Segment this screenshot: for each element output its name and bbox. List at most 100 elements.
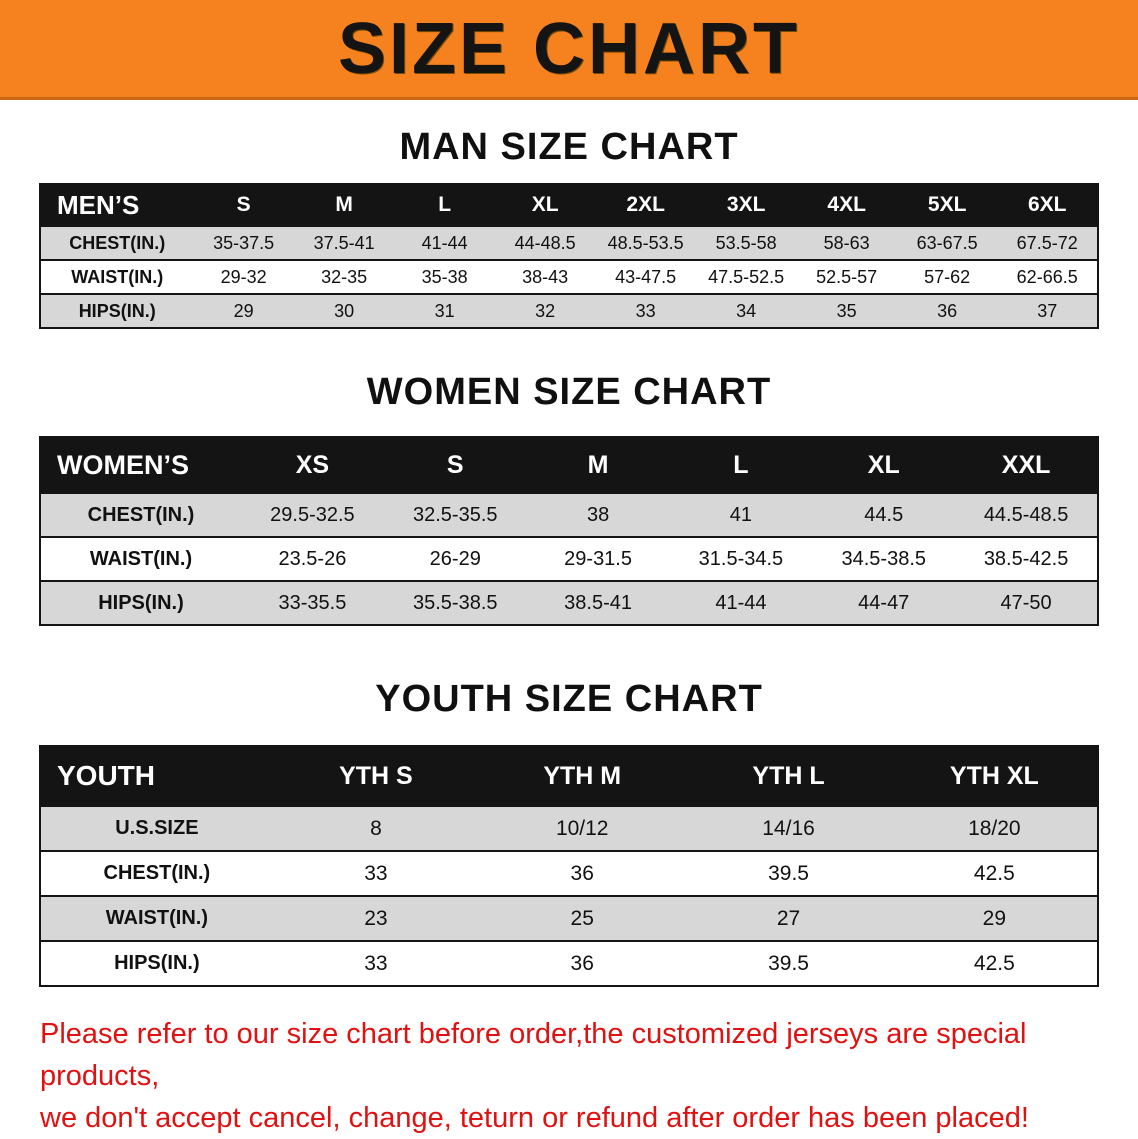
table-cell: 26-29 [429,547,481,570]
size-table: WOMEN’S XS S M L XL XXL CHEST(IN.) 29.5-32.5 32.5… [39,436,1099,626]
table-header-row: WOMEN’S XS S M L XL XXL [40,437,1098,493]
youth-section-heading: YOUTH SIZE CHART [375,678,763,720]
size-table: YOUTH YTH S YTH M YTH L YTH XL U.S.SIZE 8 10/12… [39,745,1099,987]
banner: SIZE CHART [0,0,1138,100]
women-section-heading: WOMEN SIZE CHART [366,371,772,413]
table-cell: 29-32 [220,266,267,287]
table-cell: 34 [736,300,757,321]
table-cell: 32 [535,300,556,321]
table-header-row: MEN’S S M L XL 2XL 3XL 4XL 5XL 6XL [40,184,1098,226]
table-corner-label: YOUTH [40,746,273,806]
table-cell: 39.5 [768,951,809,975]
table-row: WAIST(IN.) 29-32 32-35 35-38 38-43 43-47.5 47.… [40,260,1098,294]
table-cell: 63-67.5 [916,232,978,253]
table-cell: 44.5-48.5 [983,503,1069,526]
table-cell: 30 [334,300,355,321]
row-label: WAIST(IN.) [89,547,193,570]
table-cell: 58-63 [823,232,870,253]
table-row: CHEST(IN.) 29.5-32.5 32.5-35.5 38 41 44.5 44.5… [40,493,1098,537]
table-row: HIPS(IN.) 29 30 31 32 33 34 35 36 37 [40,294,1098,328]
table-cell: 23 [364,906,388,930]
table-cell: 36 [570,951,594,975]
row-label: HIPS(IN.) [98,591,184,614]
table-cell: 14/16 [762,816,815,840]
table-row: CHEST(IN.) 33 36 39.5 42.5 [40,851,1098,896]
table-cell: 8 [370,816,382,840]
table-cell: 36 [937,300,958,321]
table-cell: 33 [364,861,388,885]
table-cell: 52.5-57 [816,266,878,287]
row-label: CHEST(IN.) [69,232,166,253]
table-cell: 36 [570,861,594,885]
table-cell: 29 [233,300,254,321]
column-header: 4XL [796,184,897,226]
table-cell: 42.5 [973,861,1015,885]
row-label: CHEST(IN.) [103,862,211,884]
table-row: WAIST(IN.) 23 25 27 29 [40,896,1098,941]
table-cell: 47-50 [1000,591,1052,614]
table-cell: 44.5 [864,503,904,526]
table-cell: 35-38 [421,266,468,287]
table-cell: 47.5-52.5 [708,266,785,287]
row-label: WAIST(IN.) [71,266,164,287]
disclaimer-line-2: we don't accept cancel, change, teturn o… [40,1102,1029,1135]
table-cell: 35-37.5 [213,232,275,253]
table-cell: 29 [982,906,1007,930]
column-header: 2XL [595,184,696,226]
table-cell: 38 [586,503,610,526]
table-cell: 29-31.5 [564,547,632,570]
men-section-heading: MAN SIZE CHART [399,126,739,168]
table-cell: 41 [729,503,753,526]
column-header: L [669,437,813,493]
table-cell: 38.5-41 [564,591,632,614]
column-header: YTH M [479,746,686,806]
column-header: XL [812,437,956,493]
table-cell: 25 [570,906,594,930]
table-cell: 62-66.5 [1016,266,1078,287]
table-corner-label: WOMEN’S [40,437,242,493]
table-cell: 43-47.5 [615,266,677,287]
page-title: SIZE CHART [338,8,800,89]
row-label: HIPS(IN.) [78,300,156,321]
table-cell: 37 [1037,300,1058,321]
table-cell: 53.5-58 [715,232,777,253]
table-cell: 27 [776,906,801,930]
column-header: XS [241,437,384,493]
table-cell: 35 [836,300,857,321]
table-cell: 23.5-26 [278,547,347,570]
table-cell: 37.5-41 [313,232,375,253]
table-row: CHEST(IN.) 35-37.5 37.5-41 41-44 44-48.5 48.5… [40,226,1098,260]
table-cell: 41-44 [715,591,767,614]
column-header: 5XL [896,184,998,226]
table-cell: 38.5-42.5 [983,547,1069,570]
column-header: XL [494,184,596,226]
row-label: WAIST(IN.) [105,907,208,929]
table-cell: 67.5-72 [1016,232,1078,253]
column-header: S [193,184,294,226]
table-cell: 42.5 [973,951,1015,975]
table-cell: 10/12 [555,816,609,840]
column-header: 3XL [695,184,797,226]
column-header: L [394,184,495,226]
youth-size-table: YOUTH YTH S YTH M YTH L YTH XL U.S.SIZE 8 10/12… [39,745,1099,987]
men-size-table: MEN’S S M L XL 2XL 3XL 4XL 5XL 6XL CHEST(IN.) 35-37… [39,183,1099,329]
table-cell: 31 [434,300,455,321]
row-label: CHEST(IN.) [87,503,195,526]
table-cell: 29.5-32.5 [270,503,355,526]
table-cell: 39.5 [768,861,809,885]
table-cell: 31.5-34.5 [698,547,784,570]
table-row: U.S.SIZE 8 10/12 14/16 18/20 [40,806,1098,851]
column-header: M [526,437,670,493]
table-cell: 32.5-35.5 [413,503,498,526]
table-cell: 57-62 [924,266,971,287]
column-header: YTH XL [891,746,1098,806]
table-cell: 38-43 [522,266,569,287]
table-cell: 44-47 [858,591,910,614]
disclaimer-line-1: Please refer to our size chart before or… [40,1018,1027,1093]
table-cell: 48.5-53.5 [607,232,684,253]
column-header: YTH S [272,746,480,806]
table-cell: 41-44 [421,232,468,253]
women-size-table: WOMEN’S XS S M L XL XXL CHEST(IN.) 29.5-32.5 32.5… [39,436,1099,626]
table-cell: 33 [635,300,656,321]
